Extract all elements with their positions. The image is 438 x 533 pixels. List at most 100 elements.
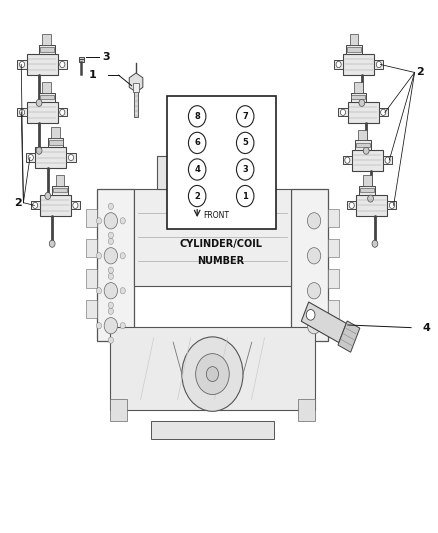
- Circle shape: [45, 192, 51, 199]
- Circle shape: [49, 240, 55, 247]
- Text: 2: 2: [416, 68, 424, 77]
- Circle shape: [389, 202, 395, 208]
- Text: NUMBER: NUMBER: [198, 256, 245, 266]
- Text: 4: 4: [422, 322, 430, 333]
- Bar: [359, 185, 375, 195]
- Circle shape: [104, 318, 117, 334]
- Bar: [355, 141, 371, 150]
- Circle shape: [108, 267, 113, 273]
- Circle shape: [104, 248, 117, 264]
- Circle shape: [367, 195, 374, 202]
- Bar: [86, 270, 97, 288]
- Circle shape: [376, 61, 381, 68]
- Bar: [56, 175, 64, 185]
- Bar: [352, 150, 383, 171]
- Bar: [383, 156, 392, 164]
- Bar: [53, 188, 67, 192]
- Bar: [51, 127, 60, 138]
- Bar: [334, 60, 343, 69]
- Bar: [378, 108, 388, 116]
- Circle shape: [306, 310, 315, 320]
- Text: 2: 2: [194, 191, 200, 200]
- Text: FRONT: FRONT: [204, 211, 230, 220]
- Circle shape: [60, 61, 65, 68]
- Bar: [347, 201, 356, 209]
- Circle shape: [120, 253, 125, 259]
- Bar: [347, 102, 378, 123]
- Bar: [363, 175, 371, 185]
- Circle shape: [359, 99, 365, 107]
- Circle shape: [182, 337, 243, 411]
- Text: 4: 4: [194, 165, 200, 174]
- Bar: [58, 108, 67, 116]
- Polygon shape: [301, 302, 346, 343]
- Bar: [351, 95, 365, 100]
- Bar: [133, 83, 139, 92]
- Bar: [52, 185, 68, 195]
- Text: 3: 3: [102, 52, 110, 61]
- Circle shape: [363, 147, 369, 154]
- Bar: [39, 45, 55, 54]
- Bar: [350, 34, 358, 45]
- Circle shape: [68, 155, 74, 160]
- Circle shape: [36, 147, 42, 154]
- Bar: [134, 91, 138, 117]
- Circle shape: [28, 155, 33, 160]
- Circle shape: [345, 157, 350, 163]
- Text: 6: 6: [194, 139, 200, 148]
- Circle shape: [108, 203, 113, 209]
- Bar: [39, 93, 55, 102]
- Text: 1: 1: [242, 191, 248, 200]
- Circle shape: [104, 213, 117, 229]
- Circle shape: [96, 217, 102, 224]
- Circle shape: [307, 318, 321, 334]
- Bar: [110, 399, 127, 421]
- Bar: [67, 154, 76, 161]
- Circle shape: [96, 322, 102, 329]
- Bar: [328, 300, 339, 318]
- Bar: [151, 421, 274, 439]
- Bar: [31, 201, 40, 209]
- Bar: [343, 156, 352, 164]
- Circle shape: [20, 109, 25, 116]
- Circle shape: [307, 282, 321, 299]
- Circle shape: [108, 308, 113, 314]
- Bar: [71, 201, 80, 209]
- Bar: [27, 54, 58, 75]
- Bar: [40, 95, 54, 100]
- Bar: [350, 93, 366, 102]
- Circle shape: [108, 232, 113, 238]
- Text: 1: 1: [89, 70, 97, 80]
- Circle shape: [104, 282, 117, 299]
- Bar: [374, 60, 383, 69]
- Bar: [157, 156, 268, 189]
- Circle shape: [307, 248, 321, 264]
- Bar: [40, 47, 54, 52]
- Bar: [343, 54, 374, 75]
- Circle shape: [307, 213, 321, 229]
- Bar: [360, 188, 374, 192]
- Circle shape: [336, 61, 341, 68]
- Circle shape: [120, 217, 125, 224]
- Circle shape: [36, 99, 42, 107]
- Circle shape: [32, 202, 38, 208]
- Bar: [347, 47, 361, 52]
- Bar: [97, 189, 134, 341]
- Bar: [328, 239, 339, 257]
- Circle shape: [73, 202, 78, 208]
- Bar: [18, 108, 27, 116]
- Circle shape: [60, 109, 65, 116]
- Circle shape: [108, 302, 113, 309]
- Circle shape: [385, 157, 390, 163]
- Bar: [42, 82, 51, 93]
- Circle shape: [340, 109, 346, 116]
- Bar: [354, 82, 363, 93]
- Bar: [356, 143, 370, 147]
- Bar: [356, 195, 387, 216]
- Bar: [328, 270, 339, 288]
- Circle shape: [349, 202, 354, 208]
- Bar: [291, 189, 328, 341]
- Circle shape: [196, 353, 229, 394]
- Bar: [346, 45, 362, 54]
- Bar: [387, 201, 396, 209]
